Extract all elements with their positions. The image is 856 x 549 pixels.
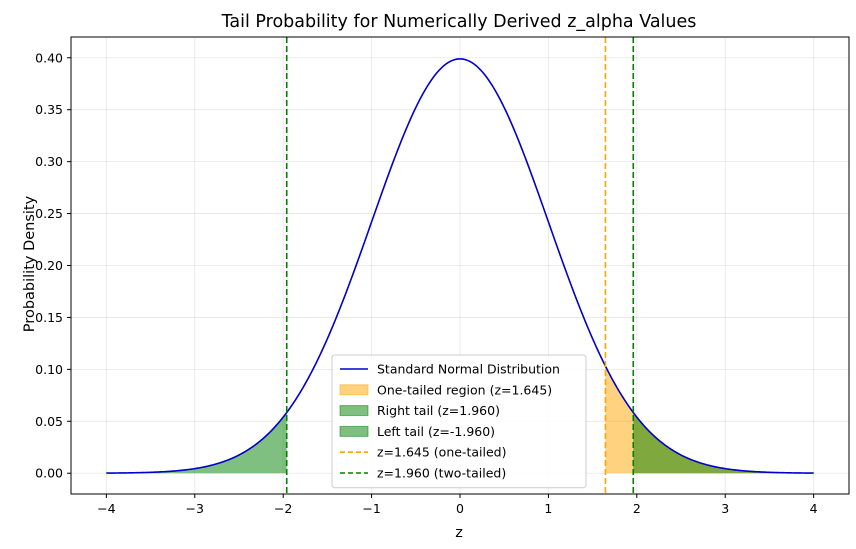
legend-entry: Left tail (z=-1.960) (339, 424, 495, 439)
shaded-regions (106, 366, 814, 474)
legend-entry: z=1.645 (one-tailed) (340, 445, 506, 460)
vertical-lines (285, 37, 635, 494)
legend-label: One-tailed region (z=1.645) (377, 382, 552, 397)
y-tick-label: 0.20 (35, 258, 63, 273)
legend-label: z=1.960 (two-tailed) (377, 466, 506, 481)
legend-label: Left tail (z=-1.960) (377, 424, 495, 439)
shaded-region (106, 412, 287, 474)
x-tick-label: −3 (186, 501, 204, 516)
y-tick-label: 0.30 (35, 154, 63, 169)
y-tick-label: 0.00 (35, 466, 63, 481)
x-axis-ticks: −4 −3 −2 −1 0 1 2 3 4 (97, 494, 818, 516)
legend-label: Right tail (z=1.960) (377, 403, 500, 418)
x-tick-label: −4 (97, 501, 115, 516)
x-tick-label: 4 (810, 501, 818, 516)
legend-label: z=1.645 (one-tailed) (377, 445, 506, 460)
legend-entry: z=1.960 (two-tailed) (340, 466, 506, 481)
y-tick-label: 0.05 (35, 414, 63, 429)
y-tick-label: 0.10 (35, 362, 63, 377)
y-tick-label: 0.15 (35, 310, 63, 325)
grid (71, 37, 849, 494)
x-tick-label: −2 (274, 501, 292, 516)
x-tick-label: 1 (544, 501, 552, 516)
x-tick-label: 2 (633, 501, 641, 516)
legend-entry: Right tail (z=1.960) (339, 403, 500, 418)
x-tick-label: −1 (362, 501, 380, 516)
normal-curve (106, 58, 814, 474)
legend-swatch (339, 384, 369, 396)
legend-entry: Standard Normal Distribution (340, 362, 560, 377)
y-tick-label: 0.25 (35, 206, 63, 221)
y-tick-label: 0.35 (35, 102, 63, 117)
legend-box (331, 354, 587, 489)
x-tick-label: 0 (456, 501, 464, 516)
x-axis-label: z (455, 525, 463, 541)
x-tick-label: 3 (721, 501, 729, 516)
y-axis-label: Probability Density (22, 195, 38, 332)
legend-label: Standard Normal Distribution (377, 362, 560, 377)
y-tick-label: 0.40 (35, 50, 63, 65)
chart-title: Tail Probability for Numerically Derived… (221, 12, 697, 32)
legend: Standard Normal Distribution One-tailed r… (331, 354, 587, 489)
legend-entry: One-tailed region (z=1.645) (339, 382, 552, 397)
shaded-region (633, 412, 814, 474)
y-axis-ticks: 0.00 0.05 0.10 0.15 0.20 0.25 0.30 0.35 0.40 (35, 50, 71, 481)
legend-swatch (339, 405, 369, 417)
legend-swatch (339, 425, 369, 437)
